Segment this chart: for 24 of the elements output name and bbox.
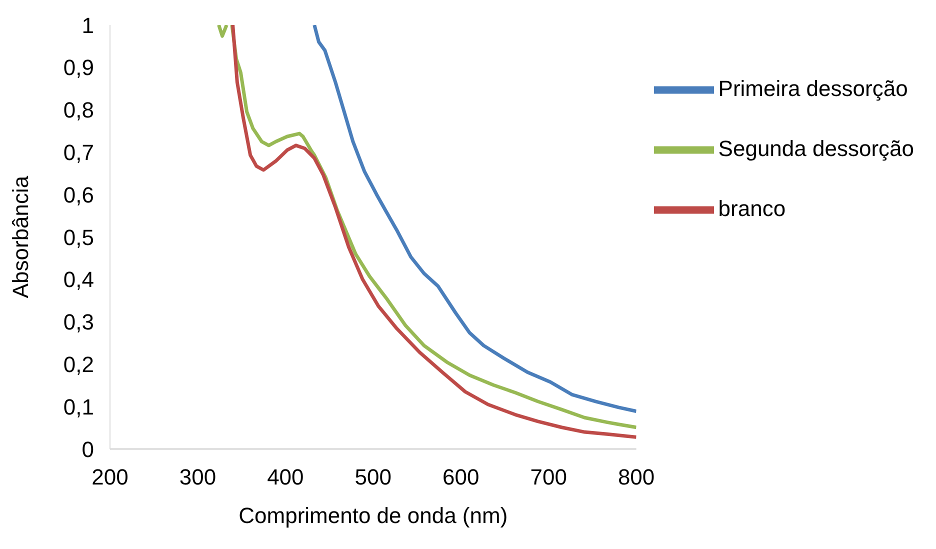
x-tick-label: 700 xyxy=(530,464,567,490)
x-tick-label: 200 xyxy=(92,464,128,490)
y-axis-title: Absorbância xyxy=(8,175,33,298)
y-tick-label: 1 xyxy=(82,12,94,38)
x-tick-label: 300 xyxy=(179,464,216,490)
x-tick-label: 800 xyxy=(618,464,655,490)
y-tick-label: 0,3 xyxy=(63,310,94,335)
y-tick-label: 0,6 xyxy=(63,182,94,208)
x-tick-label: 600 xyxy=(442,464,480,490)
legend-label: Primeira dessorção xyxy=(718,76,908,101)
x-tick-label: 400 xyxy=(267,464,304,490)
y-tick-label: 0,4 xyxy=(63,267,94,292)
y-tick-label: 0,8 xyxy=(63,98,94,123)
line-series xyxy=(312,25,636,414)
x-axis-title: Comprimento de onda (nm) xyxy=(238,503,508,528)
y-tick-label: 0 xyxy=(82,436,94,462)
y-tick-label: 0,5 xyxy=(63,224,94,250)
legend-label: Segunda dessorção xyxy=(718,136,914,161)
y-tick-label: 0,2 xyxy=(63,352,94,378)
legend-label: branco xyxy=(718,196,786,221)
y-tick-label: 0,7 xyxy=(63,140,94,166)
y-tick-label: 0,1 xyxy=(63,394,94,420)
x-tick-label: 500 xyxy=(354,464,392,490)
y-tick-label: 0,9 xyxy=(63,55,94,80)
